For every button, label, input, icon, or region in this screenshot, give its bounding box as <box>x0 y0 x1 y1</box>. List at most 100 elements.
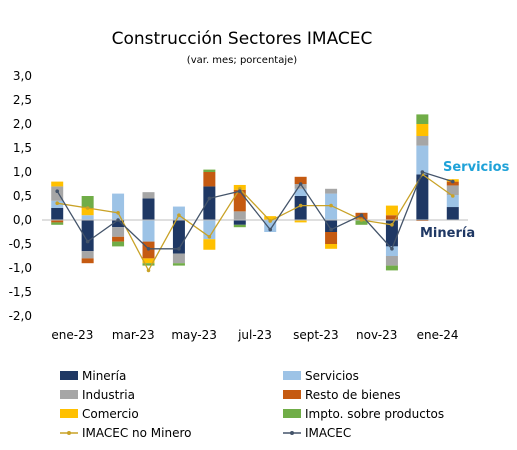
point-imacec <box>390 247 394 251</box>
legend-label-imacec: IMACEC <box>305 426 351 440</box>
x-tick-label: ene-23 <box>51 328 93 342</box>
bar-industria <box>416 136 429 146</box>
bar-impto-sobre-productos <box>142 263 155 266</box>
bar-servicios <box>264 220 277 232</box>
bar-resto-de-bienes <box>51 220 64 223</box>
y-tick-label: -1,0 <box>9 261 32 275</box>
y-tick-label: -1,5 <box>9 285 32 299</box>
point-imacec-no-minero <box>207 235 212 239</box>
x-tick-label: ene-24 <box>417 328 459 342</box>
legend-marker-imacec <box>290 431 294 435</box>
bar-resto-de-bienes <box>203 172 216 187</box>
x-axis: ene-23 mar-23 may-23 jul-23 sept-23 nov-23 ene… <box>51 328 458 342</box>
legend-marker-imacec-no-minero <box>67 431 71 435</box>
bar-resto-de-bienes <box>446 181 459 186</box>
point-imacec-no-minero <box>177 213 181 217</box>
point-imacec-no-minero <box>55 201 60 205</box>
bar-comercio <box>142 258 155 264</box>
bar-impto-sobre-productos <box>112 241 125 247</box>
point-imacec <box>116 218 120 222</box>
point-imacec <box>298 182 303 186</box>
bar-comercio <box>203 239 216 250</box>
bar-industria <box>385 256 398 266</box>
legend-label-miner-a: Minería <box>82 369 126 383</box>
bar-comercio <box>51 181 64 187</box>
point-imacec-no-minero <box>116 211 120 215</box>
legend-label-imacec-no-minero: IMACEC no Minero <box>82 426 192 440</box>
legend-swatch-miner-a <box>60 371 78 380</box>
legend-swatch-servicios <box>283 371 301 380</box>
bar-miner-a <box>112 220 125 228</box>
point-imacec <box>55 189 60 193</box>
bar-miner-a <box>172 220 185 254</box>
bar-miner-a <box>416 174 429 220</box>
point-imacec-no-minero <box>329 203 333 208</box>
lines-group <box>55 170 455 273</box>
bar-industria <box>172 253 185 264</box>
bar-impto-sobre-productos <box>355 220 368 225</box>
bar-miner-a <box>51 208 64 220</box>
y-tick-label: 3,0 <box>13 69 32 83</box>
bar-servicios <box>446 195 459 208</box>
y-tick-label: -0,5 <box>9 237 32 251</box>
point-imacec-no-minero <box>85 206 90 210</box>
annotations-group: Servicios Minería <box>420 160 510 241</box>
line-imacec <box>56 171 453 251</box>
bar-miner-a <box>142 198 155 220</box>
annotation-servicios: Servicios <box>443 160 510 175</box>
bar-resto-de-bienes <box>385 215 398 220</box>
bar-miner-a <box>294 196 307 220</box>
bar-servicios <box>416 145 429 175</box>
legend-label-resto-de-bienes: Resto de bienes <box>305 388 401 402</box>
point-imacec <box>146 247 151 251</box>
point-imacec-no-minero <box>390 223 394 227</box>
point-imacec <box>85 239 90 244</box>
bar-impto-sobre-productos <box>203 169 216 172</box>
bar-impto-sobre-productos <box>416 114 429 124</box>
bar-industria <box>81 251 94 259</box>
bar-servicios <box>294 188 307 196</box>
legend-label-impto-sobre-productos: Impto. sobre productos <box>305 407 444 421</box>
y-axis: 3,0 2,5 2,0 1,5 1,0 0,5 0,0 -0,5 -1,0 -1,5 -2,0 <box>9 69 32 323</box>
point-imacec-no-minero <box>359 218 364 222</box>
chart-subtitle: (var. mes; porcentaje) <box>187 55 297 66</box>
bar-impto-sobre-productos <box>233 224 246 228</box>
bar-comercio <box>294 220 307 223</box>
bar-miner-a <box>325 220 338 232</box>
legend-label-industria: Industria <box>82 388 135 402</box>
bar-servicios <box>112 193 125 220</box>
point-imacec <box>177 247 181 251</box>
y-tick-label: 1,5 <box>13 141 32 155</box>
x-tick-label: sept-23 <box>293 328 339 342</box>
y-tick-label: 2,5 <box>13 93 32 107</box>
point-imacec-no-minero <box>298 203 303 208</box>
legend-label-servicios: Servicios <box>305 369 359 383</box>
legend-swatch-impto-sobre-productos <box>283 409 301 418</box>
point-imacec <box>268 227 273 232</box>
bars-group <box>51 114 459 271</box>
chart-title: Construcción Sectores IMACEC <box>112 29 373 49</box>
bar-comercio <box>81 208 94 216</box>
point-imacec-no-minero <box>146 268 151 273</box>
x-tick-label: nov-23 <box>356 328 397 342</box>
y-tick-label: 0,5 <box>13 189 32 203</box>
legend-swatch-resto-de-bienes <box>283 390 301 399</box>
bar-industria <box>233 211 246 220</box>
bar-servicios <box>81 215 94 220</box>
bar-resto-de-bienes <box>81 258 94 264</box>
bar-industria <box>446 185 459 196</box>
point-imacec <box>329 227 333 232</box>
x-tick-label: may-23 <box>171 328 217 342</box>
bar-miner-a <box>233 220 246 225</box>
y-tick-label: 2,0 <box>13 117 32 131</box>
bar-miner-a <box>446 207 459 220</box>
bar-resto-de-bienes <box>294 176 307 184</box>
bar-miner-a <box>203 186 216 220</box>
legend-swatch-industria <box>60 390 78 399</box>
bar-comercio <box>325 244 338 249</box>
bar-resto-de-bienes <box>325 232 338 244</box>
bar-impto-sobre-productos <box>172 263 185 266</box>
y-tick-label: 1,0 <box>13 165 32 179</box>
legend-label-comercio: Comercio <box>82 407 139 421</box>
